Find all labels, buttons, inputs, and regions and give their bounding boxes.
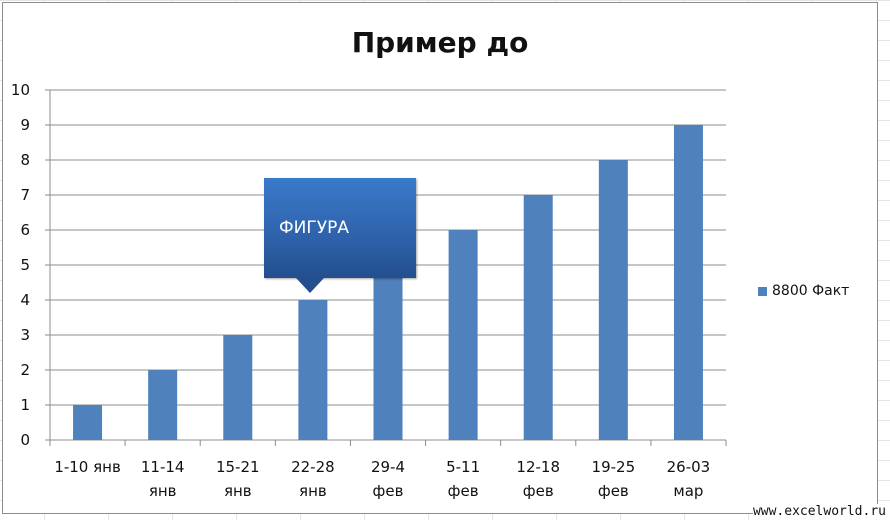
y-tick-label: 7 [20,186,30,204]
bar[interactable] [298,300,328,440]
category-label: 15-21 [216,458,260,476]
category-label: 29-4 [371,458,405,476]
bar[interactable] [148,370,178,440]
category-label: янв [299,482,327,500]
y-tick-label: 3 [20,326,30,344]
legend-label: 8800 Факт [772,283,850,299]
y-tick-label: 2 [20,361,30,379]
category-label: фев [373,482,404,500]
category-label: янв [149,482,177,500]
category-label: фев [448,482,479,500]
bar[interactable] [673,125,703,440]
category-label: янв [224,482,252,500]
bar[interactable] [523,195,553,440]
bar[interactable] [598,160,628,440]
chart-title[interactable]: Пример до [351,26,529,59]
watermark: www.excelworld.ru [752,504,886,519]
y-tick-label: 6 [20,221,30,239]
y-tick-label: 4 [20,291,30,309]
y-tick-label: 1 [20,396,30,414]
category-label: фев [523,482,554,500]
category-label: фев [598,482,629,500]
legend[interactable]: 8800 Факт [758,283,849,299]
bar[interactable] [373,265,403,440]
category-label: 26-03 [667,458,711,476]
y-tick-label: 10 [11,81,30,99]
y-tick-label: 5 [20,256,30,274]
legend-swatch [758,286,767,296]
category-label: 11-14 [141,458,185,476]
bar[interactable] [223,335,253,440]
callout-pointer [296,278,324,293]
y-tick-label: 9 [20,116,30,134]
category-label: 5-11 [446,458,480,476]
callout-shape[interactable]: ФИГУРА [264,178,416,293]
bar[interactable] [73,405,103,440]
y-tick-label: 8 [20,151,30,169]
category-label: 1-10 янв [54,458,120,476]
y-tick-label: 0 [20,431,30,449]
callout-body [264,178,416,278]
category-label: 22-28 [291,458,335,476]
chart-area[interactable] [2,2,878,514]
bar[interactable] [448,230,478,440]
callout-text: ФИГУРА [279,218,349,238]
category-label: 19-25 [592,458,636,476]
category-label: 12-18 [516,458,560,476]
category-label: мар [673,482,703,500]
